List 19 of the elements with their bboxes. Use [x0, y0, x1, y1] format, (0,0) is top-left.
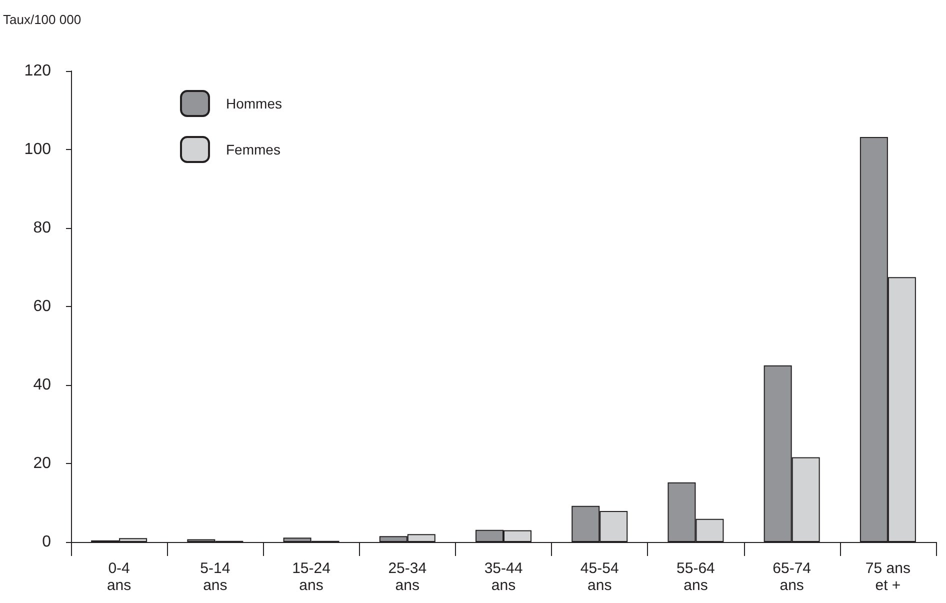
x-tick-label: 65-74 ans [772, 560, 812, 594]
x-tick-label: 15-24 ans [292, 560, 330, 594]
x-tick-label: 0-4 ans [106, 560, 132, 594]
y-tick-label: 60 [33, 298, 52, 315]
y-axis-title: Taux/100 000 [3, 12, 82, 27]
y-tick-label: 100 [24, 141, 52, 158]
x-tick-label: 25-34 ans [388, 560, 427, 594]
legend-label: Femmes [226, 142, 280, 158]
legend-label: Hommes [226, 96, 282, 112]
y-tick-label: 120 [24, 62, 52, 80]
x-tick-label: 55-64 ans [676, 560, 715, 594]
x-tick-label: 5-14 ans [200, 560, 230, 594]
x-tick-label: 75 ans et + [865, 560, 910, 594]
x-tick-label: 35-44 ans [484, 560, 523, 594]
y-tick-label: 0 [42, 534, 52, 550]
y-tick-label: 80 [33, 220, 52, 236]
x-tick-label: 45-54 ans [580, 560, 619, 594]
y-tick-label: 40 [33, 376, 52, 394]
y-tick-label: 20 [33, 455, 52, 472]
